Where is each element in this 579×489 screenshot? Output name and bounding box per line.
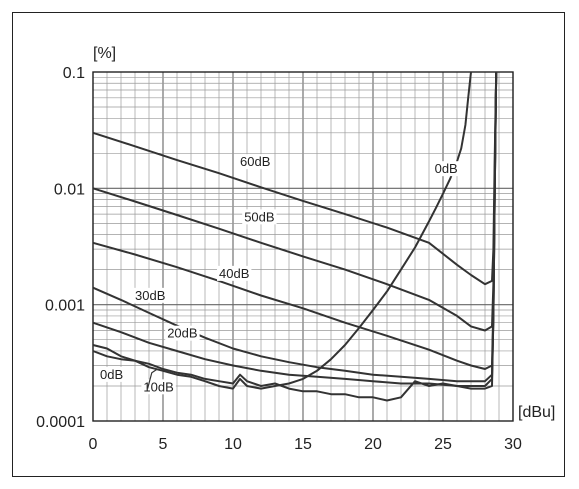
y-tick-label: 0.0001 — [36, 414, 85, 431]
label-backdrop — [98, 366, 125, 382]
x-tick-label: 25 — [434, 436, 452, 453]
label-backdrop — [141, 379, 176, 395]
label-backdrop — [242, 209, 277, 225]
label-backdrop — [432, 161, 460, 177]
x-tick-label: 5 — [159, 436, 168, 453]
series-label-0db-2: 0dB — [435, 161, 458, 176]
x-tick-label: 20 — [364, 436, 382, 453]
series-label-30db: 30dB — [135, 288, 165, 303]
y-tick-label: 0.1 — [63, 65, 85, 82]
x-tick-label: 10 — [224, 436, 242, 453]
y-tick-label: 0.01 — [54, 181, 85, 198]
series-line-10db — [92, 71, 498, 402]
series-label-50db: 50dB — [244, 209, 274, 224]
series-line-60db — [92, 71, 498, 286]
series-line-20db — [92, 71, 498, 387]
series-label-20db: 20dB — [167, 326, 197, 341]
series-line-0db — [92, 71, 472, 390]
series-line-40db — [92, 71, 498, 370]
x-axis-unit-label: [dBu] — [518, 404, 555, 421]
label-backdrop — [217, 265, 252, 281]
x-tick-label: 0 — [89, 436, 98, 453]
x-tick-label: 15 — [294, 436, 312, 453]
x-tick-label: 30 — [504, 436, 522, 453]
y-axis-unit-label: [%] — [93, 45, 116, 62]
label-backdrop — [133, 287, 168, 303]
y-tick-label: 0.001 — [45, 298, 85, 315]
plot-area-border — [92, 71, 514, 422]
series-label-0db: 0dB — [100, 367, 123, 382]
series-label-10db: 10dB — [143, 379, 173, 394]
label-backdrop — [165, 325, 200, 341]
label-leader-10db — [147, 368, 158, 389]
series-label-40db: 40dB — [219, 266, 249, 281]
label-backdrop — [238, 154, 273, 170]
chart-frame — [12, 12, 565, 477]
series-label-60db: 60dB — [240, 154, 270, 169]
